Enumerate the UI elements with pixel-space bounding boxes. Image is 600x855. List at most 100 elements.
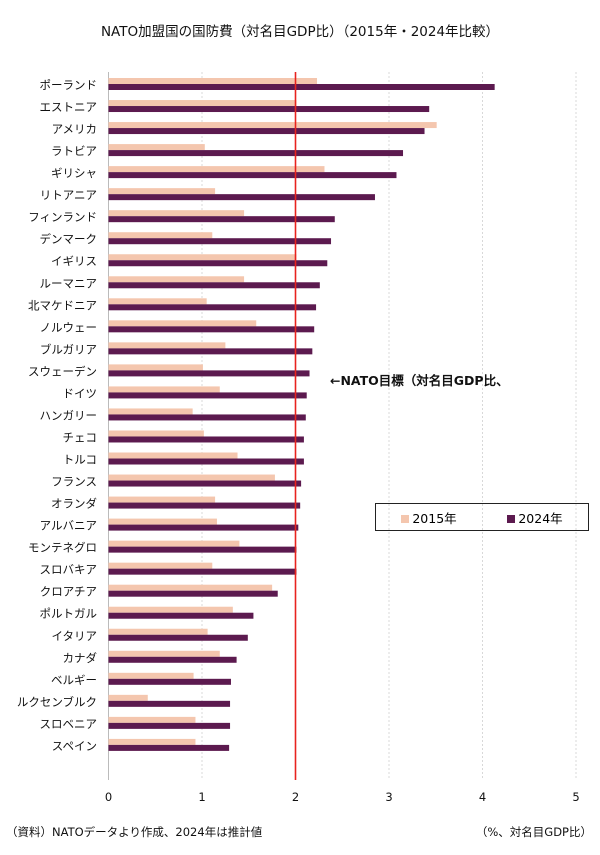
bar-2015 [108,122,437,129]
bar-2015 [108,232,213,239]
legend: 2015年 2024年 [375,503,589,531]
bar-2024 [108,744,230,751]
category-label: ベルギー [51,673,97,687]
legend-label-2024: 2024年 [518,510,563,526]
bar-2024 [108,480,302,487]
category-label: ブルガリア [40,342,97,356]
x-tick-label: 4 [479,790,486,804]
bar-2015 [108,320,257,327]
category-label: ポーランド [40,78,98,92]
bar-2015 [108,430,204,437]
legend-swatch-2015 [401,514,410,523]
bar-2015 [108,166,325,173]
bar-2015 [108,496,216,503]
bar-2024 [108,458,304,465]
category-label: デンマーク [40,232,98,246]
x-tick-label: 5 [572,790,579,804]
source-note: （資料）NATOデータより作成、2024年は推計値 [6,825,263,839]
category-label: アルバニア [40,519,97,533]
category-label: イタリア [51,629,97,643]
bar-2015 [108,540,240,547]
bar-2015 [108,144,205,151]
bar-2024 [108,634,248,641]
bar-2015 [108,254,297,261]
category-label: カナダ [63,651,98,665]
bar-2015 [108,694,148,701]
bar-2024 [108,414,306,421]
bar-2015 [108,100,297,107]
legend-label-2015: 2015年 [412,510,457,526]
bar-2024 [108,128,425,135]
bar-2024 [108,150,404,157]
bar-2024 [108,282,320,289]
category-label: アメリカ [52,122,97,136]
bar-2024 [108,84,495,90]
bar-2015 [108,342,226,349]
bar-2024 [108,348,313,355]
bar-2024 [108,392,307,399]
target-annotation: ←NATO目標（対名目GDP比、 [330,373,509,388]
category-label: 北マケドニア [28,298,97,312]
category-label: スウェーデン [28,364,97,378]
category-label: ポルトガル [40,607,98,621]
bar-2024 [108,612,254,619]
bar-2024 [108,260,328,267]
bar-2024 [108,370,310,377]
bar-2015 [108,628,208,635]
bar-2015 [108,650,220,657]
legend-item-2015: 2015年 [401,508,457,527]
bar-2015 [108,364,203,371]
bar-2015 [108,738,196,745]
bar-2015 [108,408,193,415]
x-tick-label: 0 [105,790,112,804]
unit-label: （%、対名目GDP比） [475,825,592,839]
category-label: モンテネグロ [28,541,97,555]
bar-2024 [108,326,315,333]
bar-2024 [108,568,297,575]
x-tick-label: 2 [292,790,299,804]
category-label: エストニア [40,100,98,114]
chart-title: NATO加盟国の国防費（対名目GDP比）（2015年・2024年比較） [100,24,500,40]
category-label: トルコ [63,453,97,467]
x-tick-label: 3 [385,790,392,804]
bar-2015 [108,716,196,723]
bar-2024 [108,502,301,509]
bar-2024 [108,304,317,311]
category-label: オランダ [51,497,97,511]
category-label: ドイツ [63,386,98,400]
bar-2015 [108,452,238,459]
category-label: ギリシャ [51,166,97,180]
legend-swatch-2024 [507,514,516,523]
category-label: スロバキア [40,563,98,577]
bar-2024 [108,194,375,201]
bar-2015 [108,298,207,305]
bar-2024 [108,722,231,729]
bar-2024 [108,172,397,179]
category-label: ラトビア [51,144,97,158]
bar-2015 [108,562,213,569]
bar-2015 [108,606,233,613]
bar-2024 [108,700,231,707]
bar-2024 [108,590,278,597]
category-label: スロベニア [40,717,98,731]
category-label: フランス [51,475,97,489]
bar-2015 [108,78,318,84]
category-label: ノルウェー [40,320,98,334]
bar-2015 [108,474,275,481]
bar-2015 [108,518,217,525]
bar-2024 [108,546,297,553]
bar-2015 [108,386,220,393]
x-tick-label: 1 [198,790,205,804]
bar-2015 [108,276,245,283]
bar-2015 [108,672,194,679]
category-label: リトアニア [40,188,97,202]
category-label: ルーマニア [40,276,98,290]
bar-2024 [108,238,332,245]
category-label: ハンガリー [40,408,98,422]
category-label: イギリス [51,254,97,268]
category-label: クロアチア [40,585,97,599]
bar-2024 [108,656,237,663]
category-label: ルクセンブルク [17,695,97,709]
category-label: スペイン [52,739,97,753]
